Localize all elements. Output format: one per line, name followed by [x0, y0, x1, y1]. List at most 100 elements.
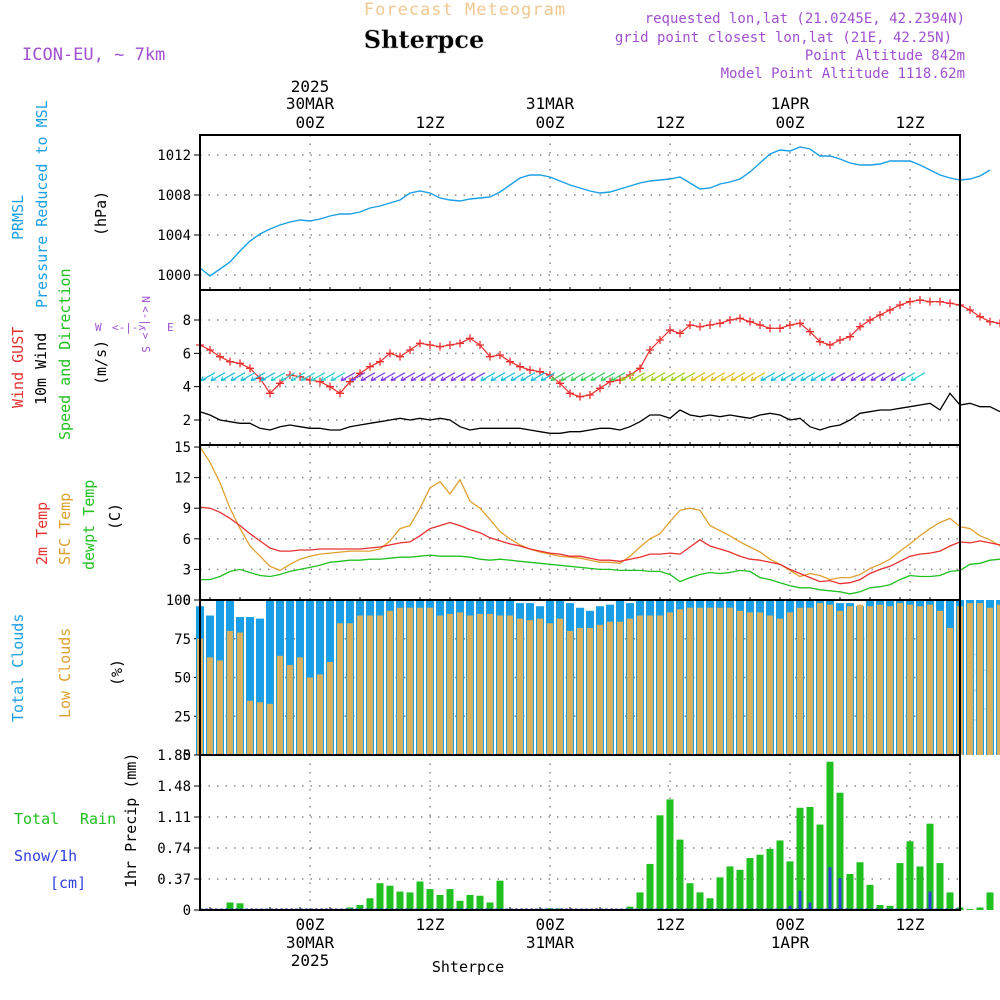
y-tick-label: 9 [183, 501, 191, 517]
gust-marker [326, 382, 334, 391]
gust-marker [796, 319, 804, 328]
gust-marker [526, 366, 534, 374]
snow-bar [808, 902, 812, 910]
gust-marker [386, 349, 394, 358]
rain-bar [936, 863, 944, 910]
wind-arrow [410, 372, 426, 382]
y-tick-label: 0.74 [157, 841, 191, 857]
gust-marker [216, 352, 224, 361]
wind-arrow [390, 372, 406, 382]
low-cloud-bar [517, 618, 523, 755]
rain-bar [826, 761, 834, 910]
pressure-line [199, 146, 991, 277]
wind-arrow [350, 372, 366, 382]
wind-arrow [470, 372, 486, 382]
low-cloud-bar [707, 607, 713, 755]
pressure-panel-labels: PRMSL Pressure Reduced to MSL (hPa) [9, 100, 110, 308]
total-clouds-label: Total Clouds [9, 614, 27, 722]
snow-label: Snow/1h [14, 847, 77, 865]
gust-marker [446, 341, 454, 349]
gust-marker [476, 341, 484, 349]
rain-bar [806, 806, 814, 910]
wind-arrow [380, 372, 396, 382]
low-cloud-bar [347, 623, 353, 755]
wind-arrow [570, 372, 586, 382]
rain-bar [746, 858, 754, 910]
gust-marker [426, 341, 434, 349]
wind-arrow [860, 372, 876, 382]
gust-marker [846, 332, 854, 341]
rain-bar [626, 906, 634, 910]
rain-bar [816, 824, 824, 910]
wind-arrow [680, 372, 696, 382]
gust-marker [746, 317, 754, 326]
low-cloud-bar [557, 618, 563, 755]
panel-temperature: 0 3 6 9 12 15 [174, 440, 1000, 609]
sfc-label: SFC Temp [56, 493, 74, 565]
gust-marker [856, 322, 864, 331]
rain-bar [666, 799, 674, 910]
gust-marker [346, 377, 354, 386]
gust-marker [556, 379, 564, 388]
y-tick-label: 0 [183, 748, 191, 764]
gust-marker [636, 364, 644, 373]
dewpt-line [200, 554, 1000, 595]
low-cloud-bar [687, 607, 693, 755]
gust-marker [916, 296, 924, 304]
wind-arrow [540, 372, 556, 382]
low-cloud-bar [277, 655, 283, 755]
low-cloud-bar [587, 627, 593, 755]
dew-label: dewpt Temp [80, 480, 98, 570]
gust-marker [976, 312, 984, 321]
panel-pressure: 1000 1004 1008 1012 [157, 134, 991, 291]
wind-arrow [370, 372, 386, 382]
rain-bar [416, 881, 424, 910]
precip-panel-labels: Total Rain Snow/1h [cm] 1hr Precip (mm) [14, 753, 140, 892]
wind-arrow [650, 372, 666, 382]
wind-arrow [340, 372, 356, 382]
y-tick-label: 4 [183, 380, 191, 396]
low-cloud-bar [927, 604, 933, 755]
wind-arrow [450, 372, 466, 382]
total-cloud-bar [246, 617, 254, 755]
bottom-location: Shterpce [432, 958, 504, 976]
precip-unit: 1hr Precip (mm) [122, 753, 140, 888]
low-cloud-bar [627, 618, 633, 755]
gust-marker [706, 321, 714, 329]
low-cloud-bar [677, 609, 683, 755]
low-cloud-bar [487, 613, 493, 755]
top-title: Forecast Meteogram [364, 0, 566, 20]
gust-marker [416, 339, 424, 348]
wind-arrow [430, 372, 446, 382]
low-cloud-bar [747, 612, 753, 755]
y-tick-label: 1.48 [157, 779, 191, 795]
wind-arrow [360, 372, 376, 382]
gust-marker [536, 367, 544, 376]
prmsl-label: PRMSL [9, 195, 27, 240]
bottom-hour-label: 12Z [896, 915, 925, 934]
wind-arrow [510, 372, 526, 382]
low-cloud-bar [397, 607, 403, 755]
gust-marker [376, 357, 384, 366]
direction-label: Speed and Direction [56, 268, 74, 440]
low-cloud-bar [787, 612, 793, 755]
rain-bar [496, 880, 504, 910]
wind-arrow [730, 372, 746, 382]
gust-marker [906, 297, 914, 306]
wind-arrow [550, 372, 566, 382]
wind-arrow [560, 372, 576, 382]
low-cloud-bar [547, 623, 553, 755]
low-cloud-bar [457, 612, 463, 755]
wind-arrow [210, 372, 226, 382]
wind-arrow [790, 372, 806, 382]
wind-arrow [220, 372, 236, 382]
gust-marker [656, 336, 664, 344]
y-tick-label: 2 [183, 413, 191, 429]
gust-marker [646, 346, 654, 354]
gust-marker [926, 297, 934, 306]
wind-arrow [600, 372, 616, 382]
gust-marker [576, 392, 584, 401]
rain-bar [976, 907, 984, 910]
gust-marker [206, 346, 214, 354]
low-cloud-bar [617, 621, 623, 755]
